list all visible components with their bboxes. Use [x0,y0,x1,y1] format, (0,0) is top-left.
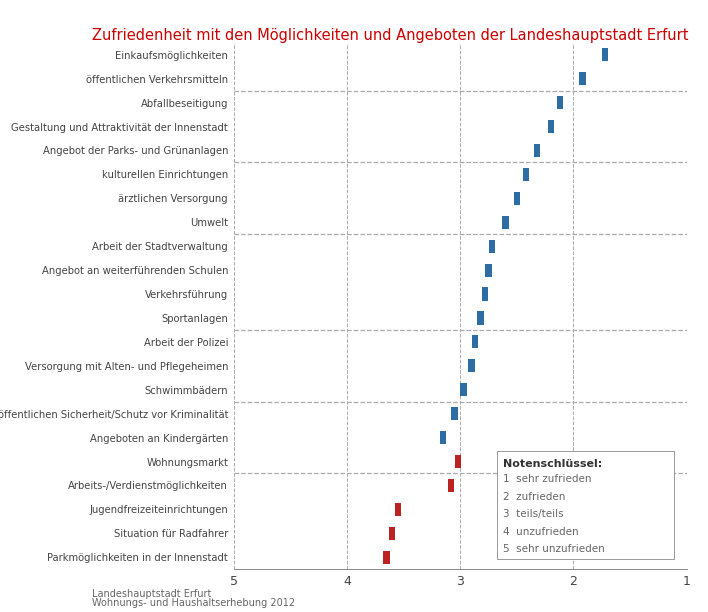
Text: Landeshauptstadt Erfurt: Landeshauptstadt Erfurt [92,589,212,599]
Text: Notenschlüssel:: Notenschlüssel: [503,458,603,469]
Bar [460,383,467,397]
Text: 5  sehr unzufrieden: 5 sehr unzufrieden [503,544,605,554]
Bar [472,335,478,348]
Bar [602,48,608,61]
Bar [486,264,491,277]
Bar [503,215,508,229]
Bar [452,407,457,420]
Bar [477,312,484,324]
Bar [482,288,489,300]
Bar [455,455,461,468]
Bar [579,72,586,85]
Text: Zufriedenheit mit den Möglichkeiten und Angeboten der Landeshauptstadt Erfurt: Zufriedenheit mit den Möglichkeiten und … [92,28,689,43]
Text: 4  unzufrieden: 4 unzufrieden [503,526,579,537]
Bar [489,240,495,253]
Text: 3  teils/teils: 3 teils/teils [503,509,564,519]
Bar [534,144,540,157]
Bar [556,96,563,109]
Bar [395,503,401,516]
Text: 1  sehr zufrieden: 1 sehr zufrieden [503,474,592,485]
Bar [548,120,554,133]
Bar [384,551,389,564]
Bar [523,168,529,181]
FancyBboxPatch shape [497,450,674,559]
Bar [389,527,395,540]
Bar [448,479,455,492]
Text: Wohnungs- und Haushaltserhebung 2012: Wohnungs- und Haushaltserhebung 2012 [92,598,295,608]
Bar [514,192,520,205]
Bar [440,431,446,444]
Text: 2  zufrieden: 2 zufrieden [503,492,566,502]
Bar [469,359,474,372]
